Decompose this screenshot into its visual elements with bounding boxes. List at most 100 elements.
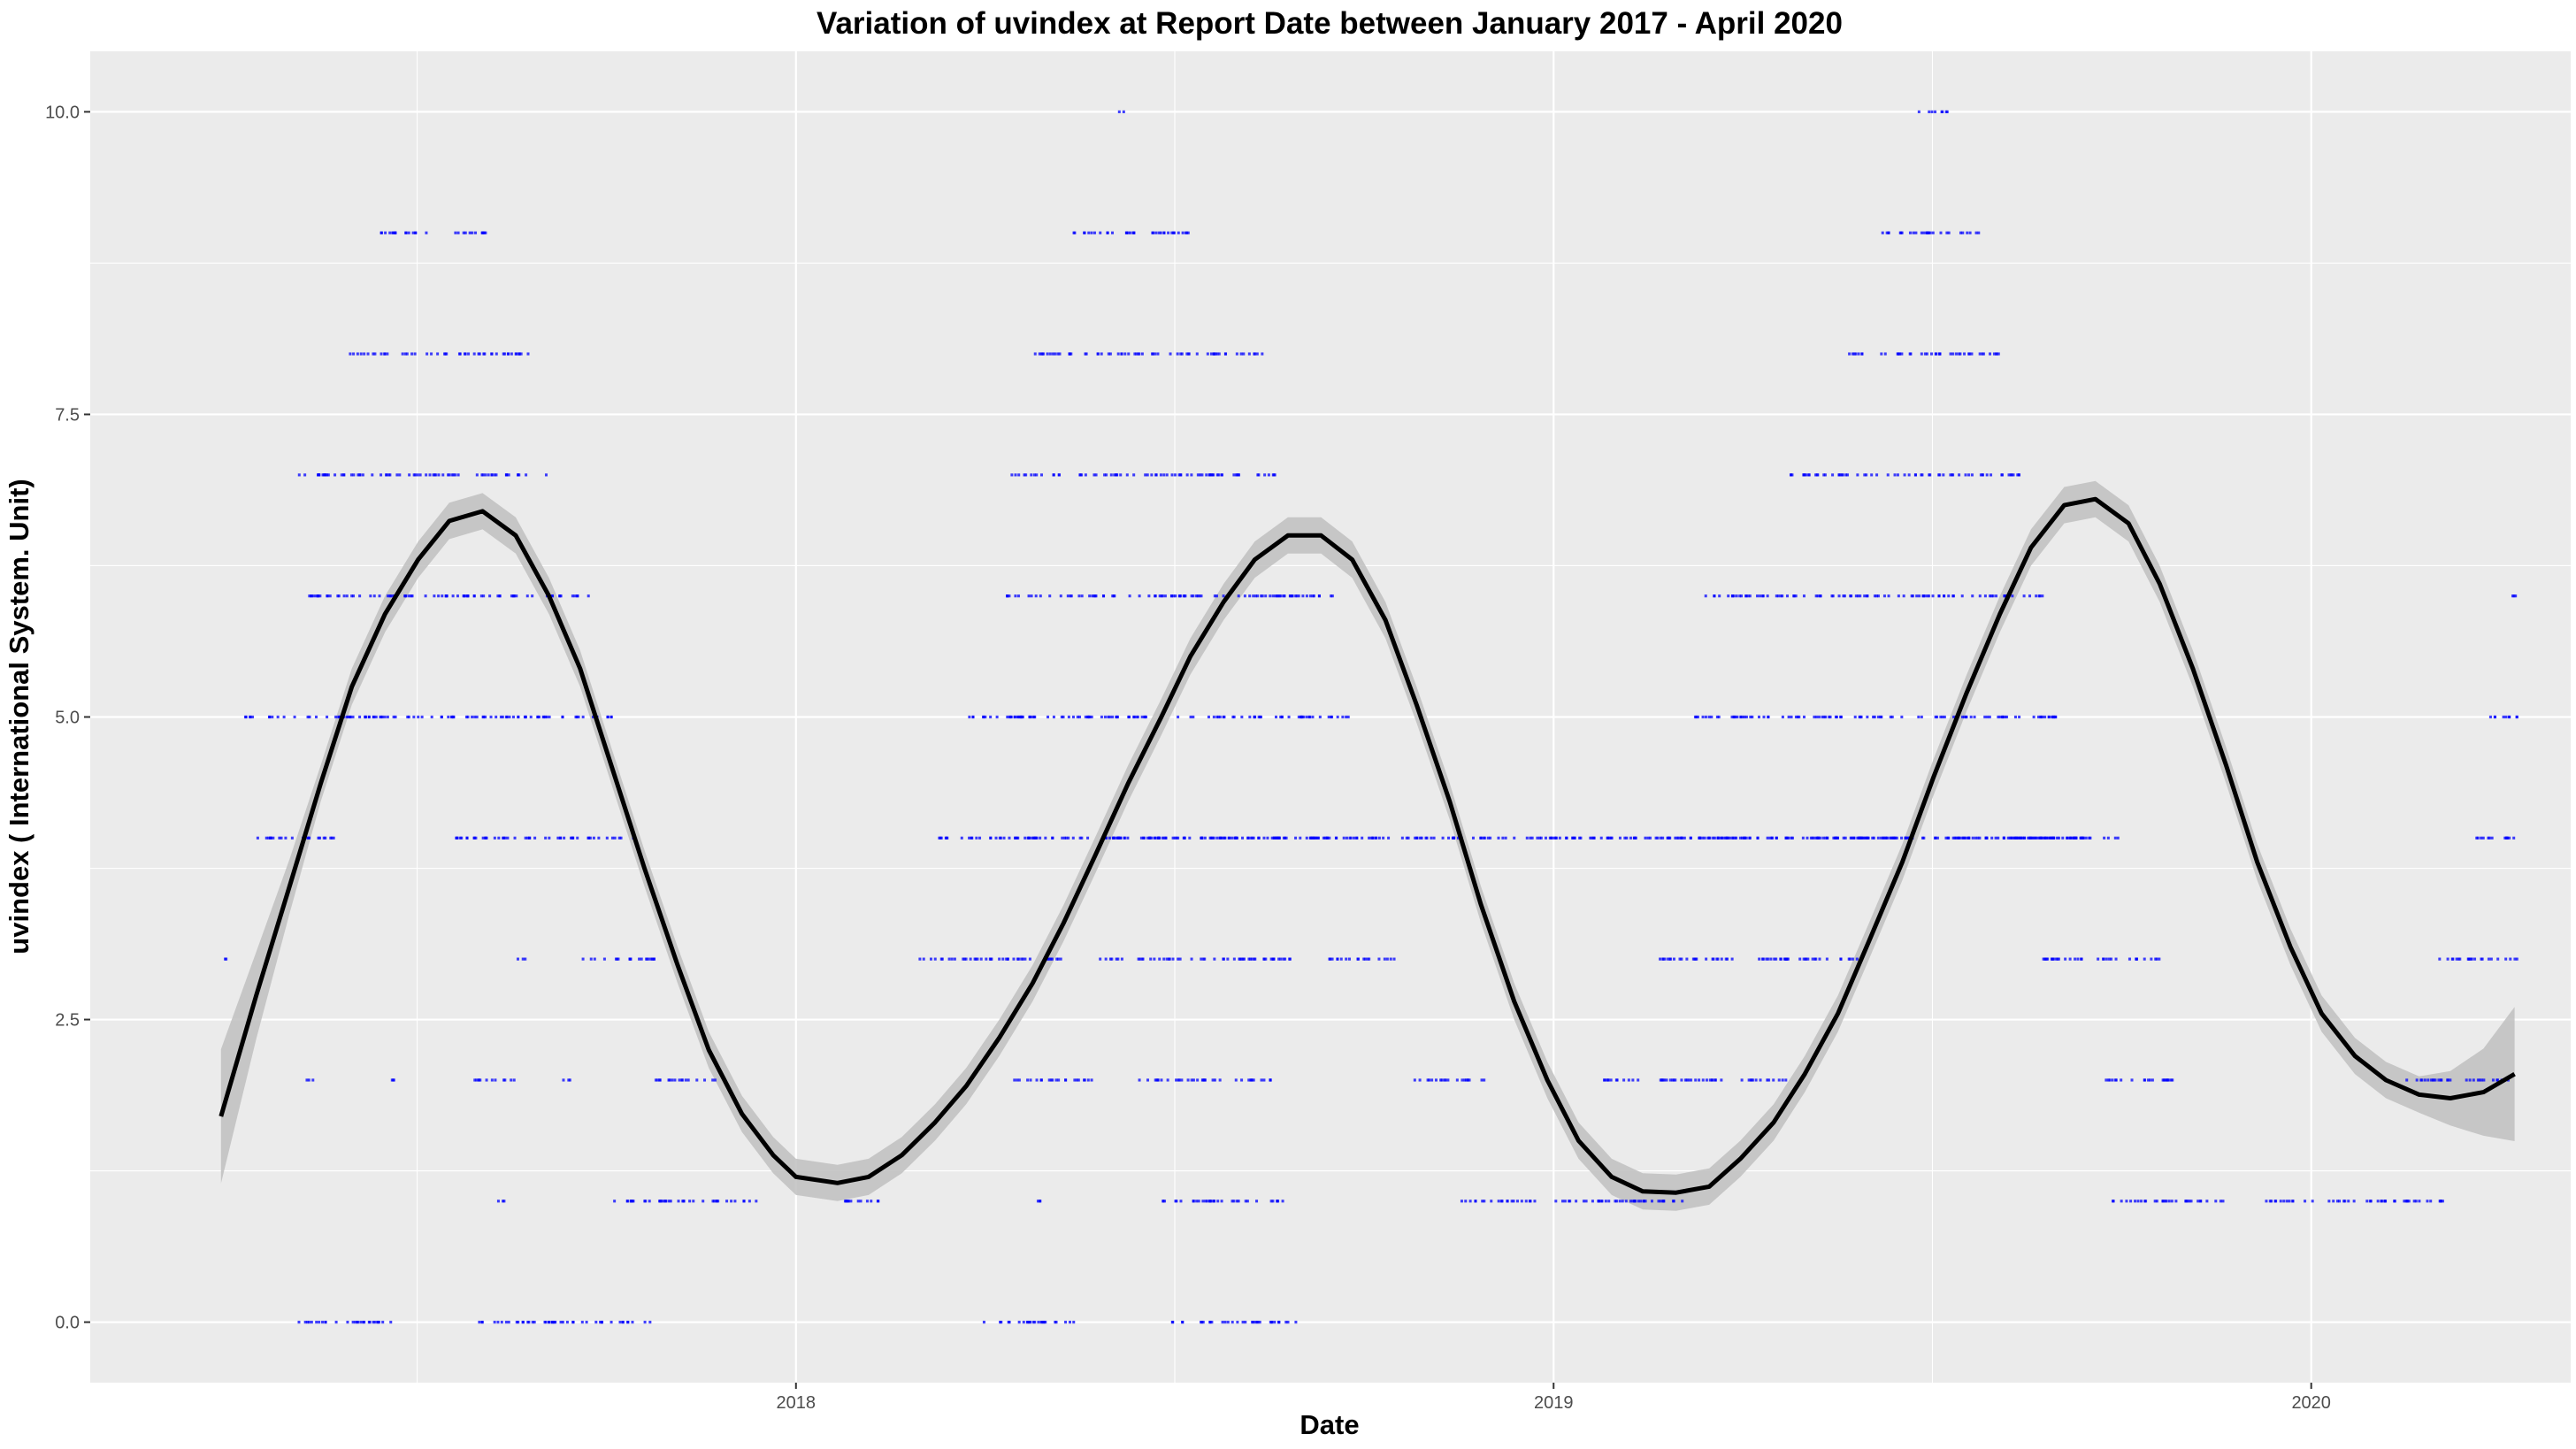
data-point — [414, 231, 418, 234]
data-point — [933, 957, 937, 961]
data-point — [1629, 1200, 1632, 1203]
data-point — [2431, 1078, 2434, 1082]
data-point — [1742, 836, 1745, 840]
data-point — [1181, 1320, 1184, 1324]
smooth-line-layer — [218, 496, 2516, 1195]
data-point — [1284, 1320, 1288, 1324]
data-point — [1970, 473, 1974, 477]
data-point — [1680, 1078, 1683, 1082]
data-point — [2480, 957, 2484, 961]
data-point — [464, 594, 467, 598]
data-point — [1814, 594, 1818, 598]
data-point — [1203, 1078, 1207, 1082]
data-point — [1057, 473, 1061, 477]
data-point — [1382, 836, 1385, 840]
data-point — [2052, 836, 2056, 840]
data-point — [645, 957, 648, 961]
data-point — [1893, 473, 1897, 477]
data-point — [1392, 957, 1396, 961]
data-point — [352, 594, 356, 598]
data-point — [359, 352, 363, 356]
data-point — [865, 1200, 869, 1203]
data-point — [2057, 836, 2060, 840]
data-point — [1720, 1078, 1723, 1082]
data-point — [1679, 836, 1683, 840]
data-point — [1790, 836, 1793, 840]
data-point — [391, 231, 395, 234]
data-point — [487, 473, 490, 477]
data-point — [2380, 1200, 2384, 1203]
data-point — [1115, 715, 1118, 719]
data-point — [1858, 715, 1861, 719]
data-point — [929, 957, 932, 961]
data-point — [1452, 836, 1455, 840]
data-point — [496, 1320, 500, 1324]
data-point — [1841, 473, 1844, 477]
data-point — [1029, 1078, 1032, 1082]
data-point — [1237, 473, 1240, 477]
data-point — [1824, 836, 1828, 840]
data-point — [1197, 1200, 1200, 1203]
data-point — [1221, 836, 1224, 840]
data-point — [1291, 594, 1294, 598]
data-point — [1974, 836, 1977, 840]
data-point — [1882, 594, 1886, 598]
data-point — [1618, 836, 1622, 840]
data-point — [1779, 957, 1782, 961]
data-point — [847, 1200, 850, 1203]
data-point — [1171, 836, 1175, 840]
data-point — [1978, 352, 1982, 356]
data-point — [1965, 715, 1968, 719]
data-point — [1087, 715, 1091, 719]
data-point — [1822, 715, 1826, 719]
data-point — [1049, 1078, 1053, 1082]
data-point — [1146, 836, 1149, 840]
data-point — [1730, 594, 1734, 598]
data-point — [1203, 836, 1207, 840]
data-point — [1866, 836, 1869, 840]
data-point — [506, 352, 510, 356]
data-point — [1154, 231, 1158, 234]
data-point — [1892, 836, 1896, 840]
data-point — [648, 1200, 651, 1203]
data-point — [1255, 1320, 1259, 1324]
data-point — [403, 594, 407, 598]
data-point — [1103, 715, 1107, 719]
data-point — [1138, 594, 1141, 598]
data-point — [1606, 1078, 1610, 1082]
data-point — [1939, 715, 1943, 719]
data-point — [715, 1200, 718, 1203]
data-point — [512, 1078, 516, 1082]
data-point — [1890, 715, 1894, 719]
data-point — [1794, 715, 1798, 719]
data-point — [1963, 352, 1966, 356]
data-point — [342, 473, 346, 477]
data-point — [1940, 110, 1944, 114]
data-point — [1008, 715, 1011, 719]
data-point — [1170, 473, 1174, 477]
data-point — [306, 836, 310, 840]
data-point — [1418, 1078, 1422, 1082]
data-point — [559, 594, 563, 598]
data-point — [1520, 1200, 1523, 1203]
data-point — [480, 1320, 484, 1324]
data-point — [1766, 836, 1769, 840]
data-point — [2311, 1200, 2314, 1203]
data-point — [2426, 1200, 2429, 1203]
data-point — [550, 1320, 554, 1324]
data-point — [970, 836, 973, 840]
data-point — [1336, 715, 1339, 719]
data-point — [1504, 836, 1507, 840]
data-point — [2113, 836, 2117, 840]
data-point — [1471, 836, 1475, 840]
data-point — [1150, 473, 1154, 477]
data-point — [2051, 715, 2054, 719]
data-point — [1029, 1320, 1032, 1324]
data-point — [1859, 836, 1862, 840]
data-point — [1196, 473, 1200, 477]
data-point — [452, 473, 456, 477]
data-point — [519, 352, 523, 356]
data-point — [328, 594, 332, 598]
data-point — [406, 715, 410, 719]
data-point — [1914, 231, 1918, 234]
